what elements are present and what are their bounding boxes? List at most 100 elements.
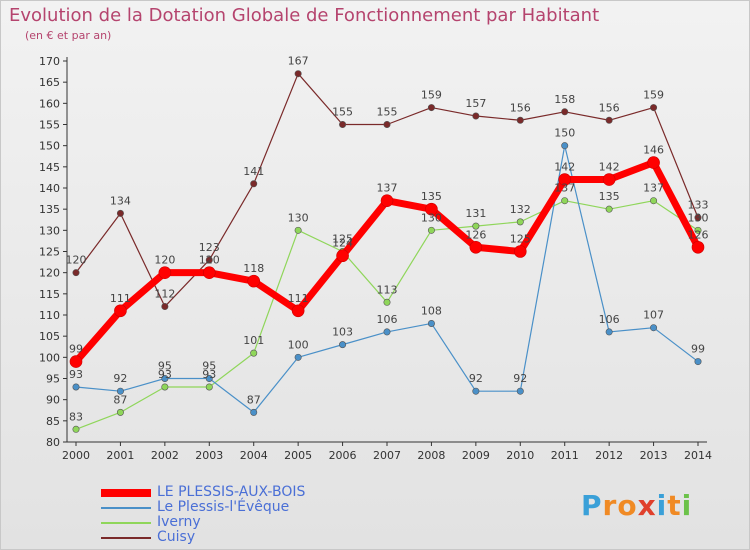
data-point xyxy=(116,209,124,217)
y-tick-label: 165 xyxy=(39,76,60,89)
x-tick-label: 2003 xyxy=(195,449,223,462)
x-tick-label: 2010 xyxy=(506,449,534,462)
x-tick-label: 2012 xyxy=(595,449,623,462)
legend-swatch xyxy=(101,507,151,509)
data-label: 133 xyxy=(688,199,709,212)
x-tick-label: 2008 xyxy=(417,449,445,462)
data-label: 113 xyxy=(377,283,398,296)
data-label: 112 xyxy=(154,288,175,301)
data-label: 100 xyxy=(288,338,309,351)
data-label: 137 xyxy=(554,182,575,195)
data-point xyxy=(472,112,480,120)
y-tick-label: 160 xyxy=(39,97,60,110)
data-label: 95 xyxy=(158,360,172,373)
data-label: 101 xyxy=(243,334,264,347)
data-label: 99 xyxy=(69,343,83,356)
data-point xyxy=(427,319,435,327)
data-label: 93 xyxy=(69,368,83,381)
data-label: 130 xyxy=(288,211,309,224)
x-tick-label: 2014 xyxy=(684,449,712,462)
data-point xyxy=(116,408,124,416)
data-point xyxy=(72,383,80,391)
y-tick-label: 125 xyxy=(39,246,60,259)
data-label: 155 xyxy=(332,106,353,119)
line-chart: 80 85 90 95 100 105 110 115 120 125 130 135 140 145 15… xyxy=(39,55,712,462)
y-tick-label: 90 xyxy=(46,394,60,407)
y-tick-label: 120 xyxy=(39,267,60,280)
data-label: 130 xyxy=(688,211,709,224)
y-tick-label: 105 xyxy=(39,330,60,343)
data-point xyxy=(161,303,169,311)
data-point xyxy=(561,142,569,150)
data-label: 92 xyxy=(469,372,483,385)
data-point xyxy=(116,387,124,395)
y-tick-label: 115 xyxy=(39,288,60,301)
y-tick-label: 100 xyxy=(39,351,60,364)
data-label: 157 xyxy=(465,97,486,110)
data-point xyxy=(158,266,172,279)
data-point xyxy=(161,374,169,382)
data-label: 150 xyxy=(554,127,575,140)
data-point xyxy=(513,245,527,258)
legend-label: Iverny xyxy=(157,514,201,530)
data-label: 126 xyxy=(688,228,709,241)
logo-letter: r xyxy=(602,489,618,522)
y-tick-label: 80 xyxy=(46,436,60,449)
x-tick-label: 2002 xyxy=(151,449,179,462)
data-point xyxy=(516,218,524,226)
y-tick-label: 135 xyxy=(39,203,60,216)
data-point xyxy=(205,374,213,382)
data-label: 131 xyxy=(465,207,486,220)
data-point xyxy=(250,408,258,416)
data-point xyxy=(605,328,613,336)
data-label: 156 xyxy=(599,101,620,114)
data-point xyxy=(516,116,524,124)
data-point xyxy=(339,121,347,129)
data-label: 159 xyxy=(643,89,664,102)
y-tick-label: 95 xyxy=(46,373,60,386)
data-label: 93 xyxy=(158,368,172,381)
data-label: 111 xyxy=(110,292,131,305)
data-point xyxy=(69,355,83,368)
data-point xyxy=(250,180,258,188)
data-label: 124 xyxy=(332,237,353,250)
data-point xyxy=(202,266,216,279)
x-tick-label: 2009 xyxy=(462,449,490,462)
data-label: 93 xyxy=(202,368,216,381)
x-tick-label: 2005 xyxy=(284,449,312,462)
data-label: 155 xyxy=(377,106,398,119)
data-point xyxy=(469,240,483,254)
data-point xyxy=(383,298,391,306)
data-point xyxy=(650,324,658,332)
data-label: 135 xyxy=(421,190,442,203)
data-label: 87 xyxy=(247,393,261,406)
data-label: 83 xyxy=(69,410,83,423)
data-point xyxy=(694,214,702,222)
data-point xyxy=(561,197,569,205)
data-label: 167 xyxy=(288,55,309,68)
data-label: 108 xyxy=(421,304,442,317)
data-point xyxy=(650,104,658,112)
data-label: 132 xyxy=(510,203,531,216)
logo-letter: t xyxy=(667,489,682,522)
x-tick-label: 2011 xyxy=(551,449,579,462)
data-label: 99 xyxy=(691,343,705,356)
data-label: 87 xyxy=(113,393,127,406)
legend-swatch xyxy=(101,537,151,539)
data-label: 95 xyxy=(202,360,216,373)
data-label: 130 xyxy=(421,211,442,224)
data-label: 125 xyxy=(510,233,531,246)
data-label: 141 xyxy=(243,165,264,178)
data-point xyxy=(691,240,705,254)
data-point xyxy=(516,387,524,395)
data-label: 159 xyxy=(421,89,442,102)
logo-letter: i xyxy=(656,489,668,522)
legend-label: Le Plessis-l'Évêque xyxy=(157,499,290,515)
y-tick-label: 145 xyxy=(39,161,60,174)
data-label: 103 xyxy=(332,326,353,339)
data-label: 137 xyxy=(643,182,664,195)
data-point xyxy=(605,205,613,213)
x-tick-label: 2000 xyxy=(62,449,90,462)
x-tick-label: 2001 xyxy=(106,449,134,462)
data-point xyxy=(427,104,435,112)
